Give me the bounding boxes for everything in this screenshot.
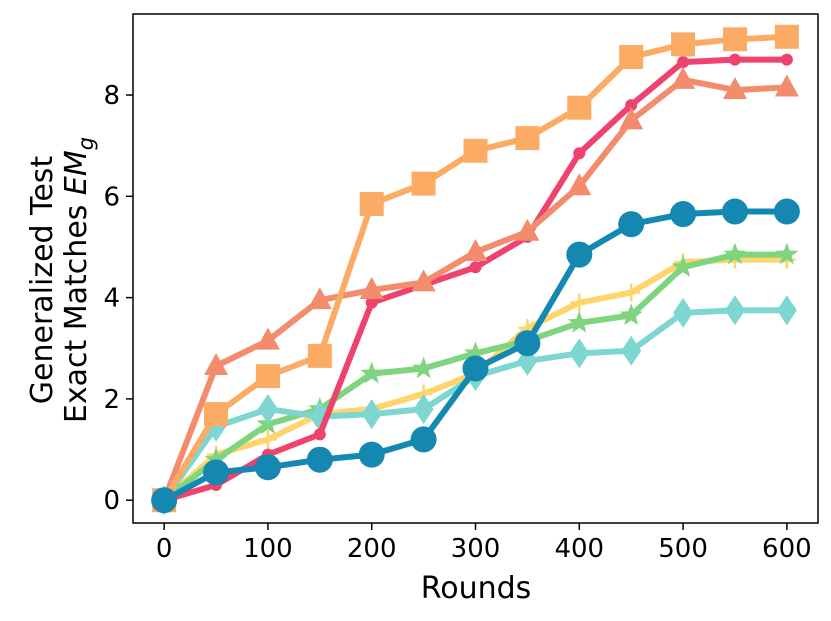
data-point bbox=[723, 242, 747, 265]
data-point bbox=[673, 297, 694, 328]
data-point bbox=[463, 138, 488, 163]
data-point bbox=[462, 355, 489, 382]
y-axis-title: Generalized Test Exact Matches EMg bbox=[25, 137, 98, 423]
data-point bbox=[567, 310, 591, 333]
data-point bbox=[722, 76, 747, 99]
data-point bbox=[671, 255, 695, 277]
data-point bbox=[671, 66, 696, 89]
data-point bbox=[677, 56, 690, 69]
data-point bbox=[776, 295, 797, 326]
data-point bbox=[566, 241, 593, 268]
x-tick-label: 500 bbox=[658, 534, 708, 564]
data-point bbox=[621, 335, 642, 366]
data-point bbox=[410, 426, 437, 453]
series-4 bbox=[158, 53, 793, 507]
y-tick-label: 6 bbox=[103, 182, 120, 212]
y-axis-title-math: EM bbox=[59, 150, 94, 195]
data-point bbox=[359, 191, 384, 216]
data-point bbox=[307, 287, 332, 310]
data-point bbox=[254, 454, 281, 481]
data-point bbox=[469, 261, 482, 274]
data-point bbox=[774, 74, 799, 97]
x-tick-label: 200 bbox=[347, 534, 397, 564]
data-point bbox=[255, 327, 280, 350]
y-tick-label: 0 bbox=[103, 486, 120, 516]
x-axis-title: Rounds bbox=[421, 571, 532, 606]
data-point bbox=[203, 459, 230, 486]
data-point bbox=[570, 293, 589, 312]
y-tick-label: 8 bbox=[103, 81, 120, 111]
data-point bbox=[722, 27, 747, 52]
data-point bbox=[204, 352, 229, 375]
x-tick-label: 100 bbox=[243, 534, 293, 564]
data-point bbox=[412, 356, 436, 379]
x-tick-label: 400 bbox=[554, 534, 604, 564]
x-tick-label: 0 bbox=[156, 534, 173, 564]
data-point bbox=[365, 296, 378, 309]
data-point bbox=[151, 487, 178, 514]
data-point bbox=[569, 338, 590, 369]
data-point bbox=[622, 283, 641, 302]
data-point bbox=[780, 53, 793, 66]
data-point bbox=[724, 295, 745, 326]
data-point bbox=[358, 441, 385, 468]
data-point bbox=[618, 211, 645, 238]
data-point bbox=[514, 330, 541, 357]
y-axis-title-line-1: Generalized Test bbox=[25, 156, 60, 405]
x-tick-label: 300 bbox=[451, 534, 501, 564]
series-3 bbox=[154, 295, 797, 516]
data-point bbox=[567, 173, 592, 196]
y-axis-title-subscript: g bbox=[74, 137, 98, 150]
data-point bbox=[413, 394, 434, 425]
data-point bbox=[619, 45, 644, 70]
data-point bbox=[306, 446, 333, 473]
data-point bbox=[257, 394, 278, 425]
data-point bbox=[670, 201, 697, 228]
data-point bbox=[775, 242, 799, 265]
tick-layer: 0 100 200 300 400 500 600 0 2 4 6 8 bbox=[103, 81, 811, 564]
data-point bbox=[619, 107, 644, 130]
data-point bbox=[360, 361, 384, 384]
y-tick-label: 2 bbox=[103, 385, 120, 415]
data-point bbox=[619, 303, 643, 326]
data-point bbox=[204, 402, 229, 427]
data-point bbox=[258, 430, 277, 449]
data-point bbox=[515, 126, 540, 151]
data-point bbox=[567, 95, 592, 120]
data-point bbox=[573, 147, 586, 160]
data-point bbox=[313, 428, 326, 441]
x-tick-label: 600 bbox=[762, 534, 812, 564]
data-point bbox=[411, 171, 436, 196]
y-axis-title-line-2: Exact Matches EMg bbox=[59, 137, 98, 423]
data-point bbox=[728, 53, 741, 66]
plot-frame bbox=[132, 13, 819, 524]
data-point bbox=[774, 24, 799, 49]
data-point bbox=[359, 277, 384, 300]
y-tick-label: 4 bbox=[103, 284, 120, 314]
y-axis-title-text: Exact Matches bbox=[59, 195, 94, 423]
data-point bbox=[411, 269, 436, 292]
data-point bbox=[255, 364, 280, 389]
series-7 bbox=[151, 198, 800, 514]
data-point bbox=[671, 32, 696, 57]
data-point bbox=[625, 99, 638, 112]
data-point bbox=[361, 399, 382, 430]
data-point bbox=[464, 341, 487, 364]
series-layer bbox=[151, 24, 800, 516]
data-point bbox=[463, 239, 488, 262]
data-point bbox=[204, 447, 228, 470]
data-point bbox=[773, 198, 800, 225]
data-point bbox=[307, 343, 332, 368]
data-point bbox=[721, 198, 748, 225]
data-point bbox=[515, 218, 540, 241]
